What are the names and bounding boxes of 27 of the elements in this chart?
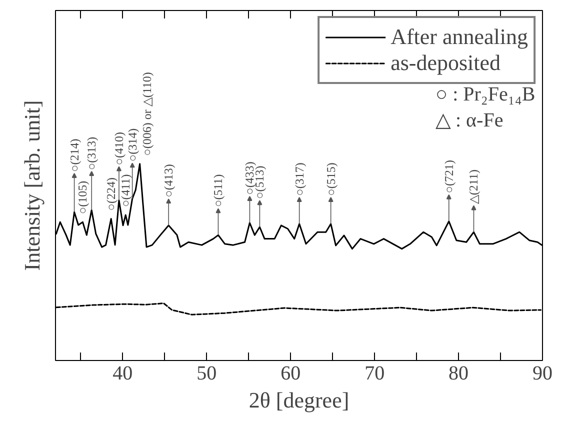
annotation: ○(214)	[67, 138, 82, 172]
legend-label: as-deposited	[390, 50, 501, 76]
annotation: ○(317)	[292, 162, 306, 196]
x-tick-label: 80	[448, 362, 469, 384]
text: △ : α-Fe	[436, 110, 504, 132]
legend-label: After annealing	[390, 24, 528, 50]
x-tick-label: 70	[364, 362, 385, 384]
annotation: ○(105)	[76, 180, 90, 214]
x-tick-label: 90	[532, 362, 552, 384]
y-axis-title: Intensity [arb. unit]	[20, 100, 44, 271]
x-tick-label: 40	[112, 362, 133, 384]
text: ○ : Pr₂Fe₁₄B	[436, 84, 536, 106]
annotation: ○(224)	[104, 177, 118, 211]
annotation: ○(313)	[84, 136, 99, 170]
annotation: ○(721)	[442, 160, 456, 194]
annotation: ○(006) or △(110)	[140, 72, 154, 156]
x-tick-label: 50	[196, 362, 217, 384]
x-tick-label: 60	[280, 362, 301, 384]
annotation: ○(515)	[324, 162, 338, 196]
x-axis-title: 2θ [degree]	[248, 388, 350, 412]
annotation: ○(511)	[211, 174, 226, 208]
annotation: ○(413)	[162, 164, 176, 198]
annotation: △(211)	[466, 170, 481, 204]
annotation: ○(433)	[242, 162, 257, 195]
annotation: ○(314)	[125, 128, 140, 162]
annotation: ○(411)	[118, 174, 133, 207]
annotation: ○(410)	[112, 132, 126, 166]
